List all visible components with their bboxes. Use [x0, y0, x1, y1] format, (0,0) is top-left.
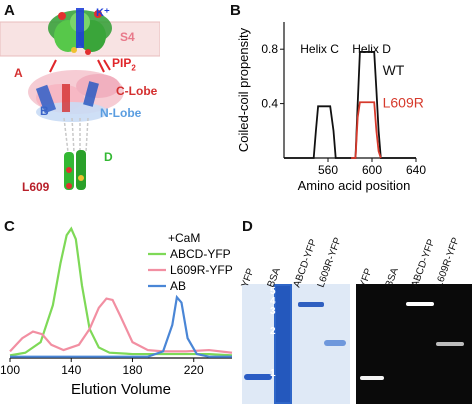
y-tick-label: 0.4: [261, 97, 278, 111]
panel-c-label: C: [4, 218, 15, 235]
yfp-band-left: [244, 374, 272, 380]
l609r-band-left: [324, 340, 346, 346]
x-tick-label: 600: [362, 163, 382, 177]
panel-a: A: [0, 0, 161, 200]
pip2-label-text: PIP: [112, 56, 132, 70]
x-tick-label: 220: [184, 363, 204, 377]
gel-figure: [242, 284, 472, 404]
yfp-band-right: [360, 376, 384, 380]
series-line-l609r: [351, 101, 382, 159]
l609r-band-right: [436, 342, 464, 346]
panel-d-label: D: [242, 218, 253, 235]
abcd-band-left: [298, 302, 324, 307]
linker-lines: [63, 117, 89, 153]
legend-label: AB: [170, 279, 186, 293]
marker-number: 2: [270, 326, 276, 337]
panel-a-label: A: [4, 2, 15, 19]
c-lobe-label: C-Lobe: [116, 84, 158, 98]
elution-chart: 100 140 180 220 Elution Volume +CaM ABCD-YFP L6…: [0, 226, 233, 398]
calmodulin-lobes: [28, 70, 124, 122]
x-tick-label: 100: [0, 363, 20, 377]
s4-label: S4: [120, 30, 135, 44]
annotation-helix-d: Helix D: [352, 42, 391, 56]
marker-number: 3: [270, 306, 276, 317]
x-tick-label: 640: [406, 163, 426, 177]
l609-label: L609: [22, 180, 50, 194]
pip2-label-subscript: 2: [131, 63, 136, 73]
pip2-molecules: [49, 59, 111, 73]
helix-b-label: B: [40, 104, 49, 118]
series-line-l609r-yfp: [9, 297, 233, 354]
abcd-band-right: [406, 302, 434, 306]
series-line-ab: [10, 294, 232, 358]
marker-number: 1: [270, 368, 276, 379]
series-label-l609r: L609R: [383, 95, 424, 111]
channel-structure-figure: [0, 8, 161, 190]
panel-d: D YFP BSA ABCD-YFP L609R-YFP YFP BSA ABC…: [240, 214, 474, 404]
marker-number: 4: [270, 296, 276, 307]
legend-label: L609R-YFP: [170, 263, 233, 277]
x-tick-label: 560: [318, 163, 338, 177]
panel-b-label: B: [230, 2, 241, 19]
panel-b: B 0.4 0.8 560 600 640 Amino acid position Coil…: [226, 0, 474, 200]
helix-d: [64, 150, 86, 190]
annotation-helix-c: Helix C: [300, 42, 339, 56]
helix-a-label: A: [14, 66, 23, 80]
x-tick-label: 180: [122, 363, 142, 377]
legend-title: +CaM: [168, 231, 200, 245]
series-line-abcd-yfp: [9, 226, 233, 357]
legend-label: ABCD-YFP: [170, 247, 231, 261]
n-lobe-label: N-Lobe: [100, 106, 142, 120]
pip2-label: PIP2: [112, 56, 136, 72]
helix-d-label: D: [104, 150, 113, 164]
y-axis-title: Coiled-coil propensity: [236, 27, 251, 152]
x-tick-label: 140: [61, 363, 81, 377]
panel-c: C 100 140 180 220 Elution Volume +CaM ABCD-YFP…: [0, 214, 240, 404]
x-axis-title: Elution Volume: [71, 381, 171, 398]
marker-number: 5: [270, 286, 276, 297]
series-label-wt: WT: [383, 62, 405, 78]
k-ion-label: K⁺: [96, 7, 110, 19]
channel-transmembrane-domain: [48, 8, 112, 55]
y-tick-label: 0.8: [261, 42, 278, 56]
x-axis-title: Amino acid position: [298, 178, 411, 193]
